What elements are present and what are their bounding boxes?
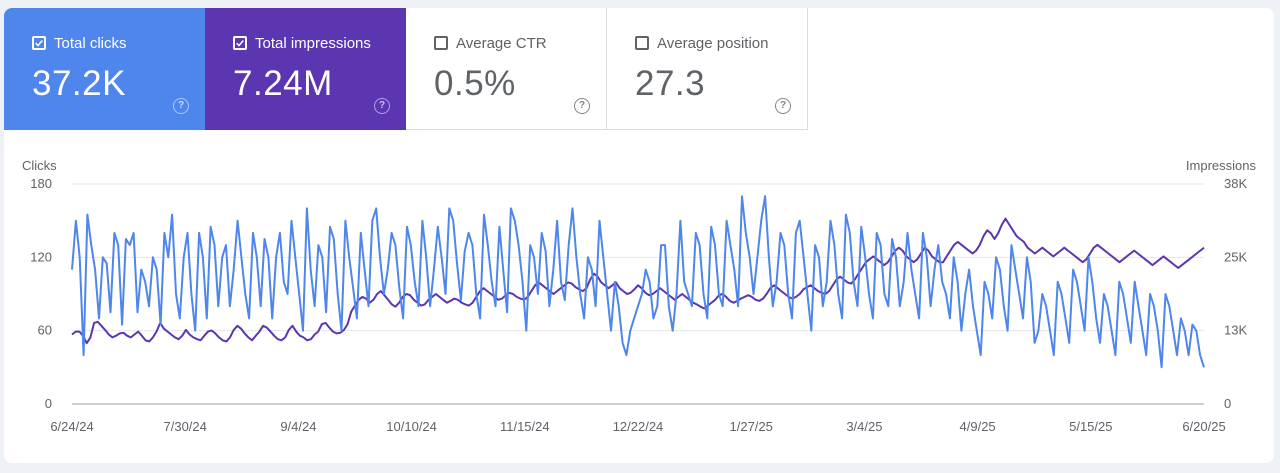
y-left-tick-label: 180: [30, 176, 52, 191]
checkbox-checked-icon[interactable]: [32, 36, 46, 50]
metric-label: Average CTR: [456, 35, 547, 52]
x-tick-label: 6/20/25: [1182, 419, 1225, 434]
y-left-tick-label: 0: [45, 396, 52, 411]
x-tick-label: 7/30/24: [164, 419, 207, 434]
y-right-tick-label: 0: [1224, 396, 1231, 411]
checkbox-unchecked-icon[interactable]: [434, 36, 448, 50]
metric-value: 0.5%: [434, 64, 516, 103]
help-icon[interactable]: ?: [775, 98, 791, 114]
series-line-clicks[interactable]: [71, 195, 1205, 369]
metric-cards: Total clicks 37.2K ? Total impressions 7…: [4, 8, 808, 130]
performance-panel: Total clicks 37.2K ? Total impressions 7…: [4, 8, 1274, 463]
metric-label: Total clicks: [54, 35, 127, 52]
metric-value: 7.24M: [233, 64, 333, 103]
x-tick-label: 4/9/25: [960, 419, 996, 434]
metric-label: Total impressions: [255, 35, 371, 52]
metric-label: Average position: [657, 35, 769, 52]
x-tick-label: 9/4/24: [280, 419, 316, 434]
help-icon[interactable]: ?: [374, 98, 390, 114]
x-tick-label: 6/24/24: [50, 419, 93, 434]
help-icon[interactable]: ?: [574, 98, 590, 114]
x-tick-label: 11/15/24: [500, 419, 550, 434]
y-right-tick-label: 13K: [1224, 323, 1247, 338]
y-left-tick-label: 120: [30, 249, 52, 264]
help-icon[interactable]: ?: [173, 98, 189, 114]
metric-value: 27.3: [635, 64, 706, 103]
checkbox-unchecked-icon[interactable]: [635, 36, 649, 50]
series-line-impressions[interactable]: [71, 217, 1205, 345]
metric-value: 37.2K: [32, 64, 126, 103]
y-left-tick-label: 60: [38, 323, 52, 338]
x-tick-label: 10/10/24: [386, 419, 437, 434]
left-axis-title: Clicks: [22, 158, 57, 173]
y-right-tick-label: 25K: [1224, 249, 1247, 264]
x-tick-label: 3/4/25: [846, 419, 882, 434]
x-tick-label: 1/27/25: [730, 419, 773, 434]
line-chart[interactable]: 0 0 60 13K 120 25K 180 38K 6/24/24 7/30/24 9/4/24 1…: [4, 8, 1274, 463]
metric-card-average-position[interactable]: Average position 27.3 ?: [607, 8, 808, 130]
checkbox-checked-icon[interactable]: [233, 36, 247, 50]
x-tick-label: 12/22/24: [613, 419, 664, 434]
y-right-tick-label: 38K: [1224, 176, 1247, 191]
x-tick-label: 5/15/25: [1069, 419, 1112, 434]
metric-card-total-clicks[interactable]: Total clicks 37.2K ?: [4, 8, 205, 130]
metric-card-total-impressions[interactable]: Total impressions 7.24M ?: [205, 8, 406, 130]
metric-card-average-ctr[interactable]: Average CTR 0.5% ?: [406, 8, 607, 130]
right-axis-title: Impressions: [1185, 158, 1256, 173]
